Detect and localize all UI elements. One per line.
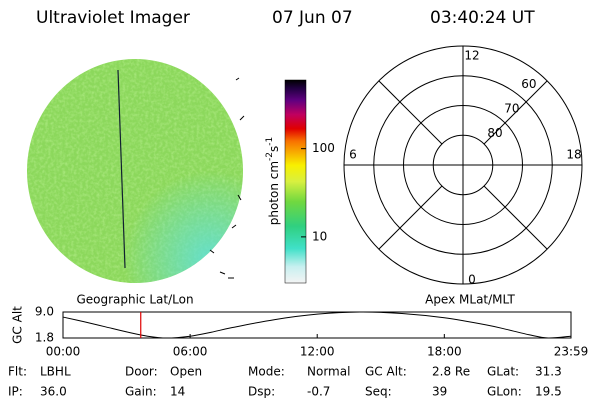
status-value: 31.3	[535, 365, 562, 379]
meridian	[483, 185, 548, 250]
status-value: 19.5	[535, 385, 562, 399]
colorbar-label: photon cm-2s-1	[265, 137, 281, 226]
uv-image	[27, 59, 245, 283]
status-value: LBHL	[40, 365, 71, 379]
status-value: Normal	[307, 365, 350, 379]
x-tick-label: 23:59	[554, 345, 589, 359]
mlt-label: 6	[349, 148, 357, 162]
date: 07 Jun 07	[272, 8, 353, 28]
mlt-label: 18	[566, 148, 581, 162]
status-label: Gain:	[125, 385, 157, 399]
x-tick-label: 00:00	[46, 345, 81, 359]
lat-label: 70	[504, 102, 519, 116]
colorbar-tick-label: 10	[312, 229, 327, 243]
status-label: GLat:	[487, 365, 519, 379]
meridian	[378, 185, 443, 250]
status-label: GLon:	[487, 385, 522, 399]
status-value: 14	[170, 385, 185, 399]
status-value: Open	[170, 365, 202, 379]
status-value: 39	[432, 385, 447, 399]
meridian	[483, 80, 548, 145]
status-label: Flt:	[8, 365, 27, 379]
x-tick-label: 12:00	[300, 345, 335, 359]
status-label: Mode:	[248, 365, 285, 379]
status-value: 36.0	[40, 385, 67, 399]
x-tick-label: 18:00	[427, 345, 462, 359]
x-tick-label: 06:00	[173, 345, 208, 359]
status-label: GC Alt:	[365, 365, 407, 379]
image-caption: Geographic Lat/Lon	[76, 293, 193, 307]
altitude-y-label: GC Alt	[11, 306, 25, 344]
meridian	[378, 80, 443, 145]
status-label: Door:	[125, 365, 158, 379]
status-label: Dsp:	[248, 385, 275, 399]
altitude-line	[62, 311, 572, 339]
status-label: IP:	[8, 385, 23, 399]
y-tick-label: 9.0	[35, 305, 54, 319]
status-label: Seq:	[365, 385, 392, 399]
polar-caption: Apex MLat/MLT	[425, 293, 515, 307]
y-tick-label: 1.8	[35, 331, 54, 345]
colorbar-tick-label: 100	[312, 141, 335, 155]
lat-label: 60	[521, 77, 536, 91]
time: 03:40:24 UT	[430, 8, 535, 28]
colorbar	[284, 79, 307, 284]
mlt-label: 0	[468, 273, 476, 287]
title: Ultraviolet Imager	[36, 8, 190, 28]
mlt-label: 12	[464, 49, 479, 63]
status-value: -0.7	[307, 385, 330, 399]
status-value: 2.8 Re	[432, 365, 470, 379]
